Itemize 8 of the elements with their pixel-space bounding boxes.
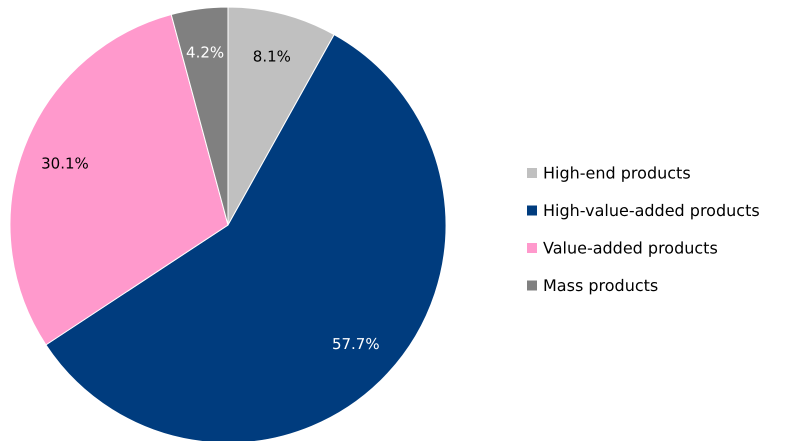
legend-label: Value-added products xyxy=(543,238,718,258)
legend-label: High-value-added products xyxy=(543,201,760,220)
data-label: 8.1% xyxy=(252,47,291,66)
legend-label: Mass products xyxy=(543,276,658,296)
data-label: 57.7% xyxy=(332,334,380,353)
data-label: 4.2% xyxy=(186,43,224,62)
data-label: 30.1% xyxy=(41,154,89,172)
legend-label: High-end products xyxy=(543,164,691,183)
